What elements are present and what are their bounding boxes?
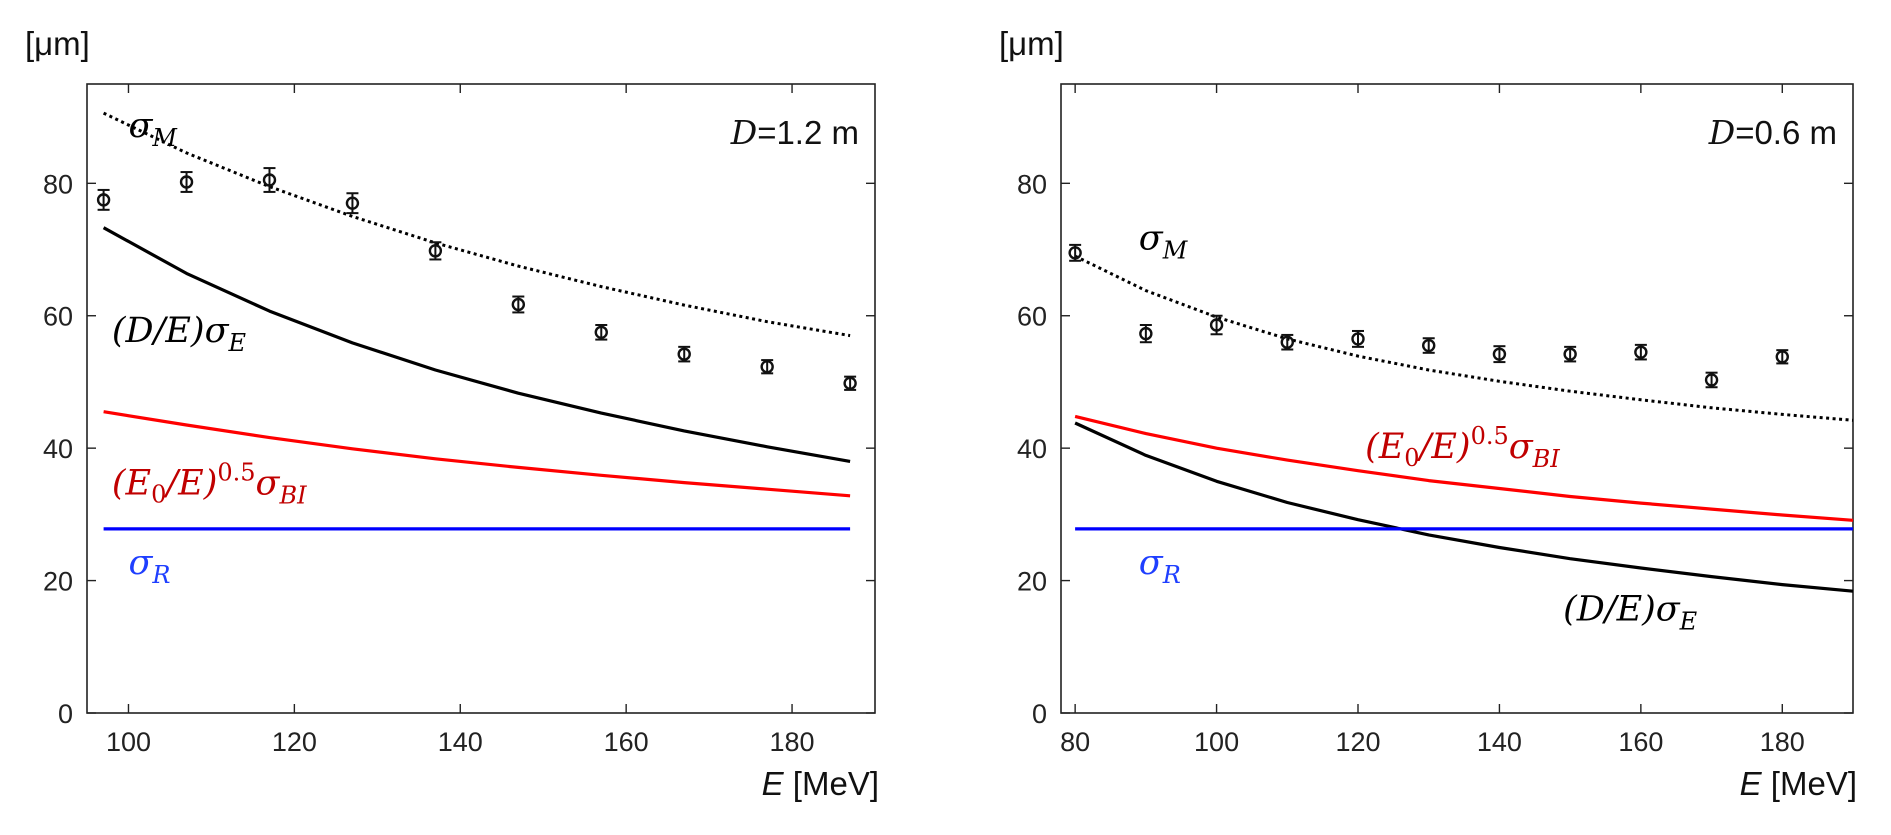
data-point [511,297,526,312]
curve-label-sigma-r: σR [128,543,170,589]
data-point [1139,326,1153,341]
y-tick-label: 40 [43,434,73,464]
x-tick-label: 180 [1760,727,1805,757]
plot-frame [86,83,876,714]
data-point [345,196,360,210]
curve-label-sigma-r: σR [1139,543,1181,589]
data-point [843,376,857,390]
x-tick-label: 180 [770,727,815,757]
series-line-d-e-sigma-e [102,226,851,463]
data-point [1775,350,1789,364]
curve-label-d-e-sigma-e: (D/E)σE [112,311,247,357]
data-point [1068,246,1082,260]
x-tick-label: 100 [106,727,151,757]
data-point [262,173,277,187]
chart-panel-right: 0 20 40 60 80 80 100 120 140 160 180 [μm] E [MeV] D=0… [999,25,1857,802]
x-tick-label: 160 [604,727,649,757]
data-point [428,244,443,258]
series-line-d-e-sigma-e [1074,421,1854,593]
series-line-sigma-m [102,111,851,338]
x-tick-label: 100 [1194,727,1239,757]
data-point [1634,345,1648,359]
series-line-sigma-m [1074,254,1854,422]
y-tick-label: 40 [1017,434,1047,464]
y-tick-label: 60 [43,302,73,332]
data-point [760,360,774,374]
data-point [1280,335,1294,349]
x-tick-label: 160 [1618,727,1663,757]
x-axis-label: E [MeV] [762,765,879,802]
y-tick-label: 20 [43,567,73,597]
curve-label-e0-e-sigma-bi: (E0/E)0.5σBI [1365,422,1560,473]
data-point [1209,318,1224,332]
data-point [1563,347,1577,361]
series-line-e0-e-sigma-bi [103,410,851,498]
y-tick-label: 0 [1032,699,1047,729]
data-point [1422,338,1436,353]
data-point [1704,373,1719,387]
x-axis-label: E [MeV] [1740,765,1857,802]
x-tick-label: 140 [438,727,483,757]
data-point [677,347,691,361]
plot-frame [1060,83,1854,714]
y-tick-label: 80 [1017,169,1047,199]
data-point [1351,332,1365,346]
curve-label-d-e-sigma-e: (D/E)σE [1563,589,1698,635]
data-point [96,193,111,207]
y-tick-label: 80 [43,169,73,199]
data-point [1492,347,1507,361]
series-line-e0-e-sigma-bi [1074,414,1854,522]
y-tick-label: 0 [58,699,73,729]
y-axis-label: [μm] [999,25,1064,62]
data-point [594,325,608,339]
distance-annotation: D=0.6 m [1708,113,1837,152]
y-tick-label: 20 [1017,567,1047,597]
curve-label-sigma-m: σM [1139,219,1189,265]
distance-annotation: D=1.2 m [730,113,859,152]
curve-label-e0-e-sigma-bi: (E0/E)0.5σBI [112,459,307,510]
curve-label-sigma-m: σM [128,106,178,152]
y-tick-label: 60 [1017,302,1047,332]
x-tick-label: 120 [272,727,317,757]
y-axis-label: [μm] [25,25,90,62]
x-tick-label: 140 [1477,727,1522,757]
x-tick-label: 120 [1335,727,1380,757]
chart-panel-left: 0 20 40 60 80 100 120 140 160 180 [μm] E [MeV] D=1.2… [25,25,879,802]
data-point [179,175,194,189]
x-tick-label: 80 [1060,727,1090,757]
